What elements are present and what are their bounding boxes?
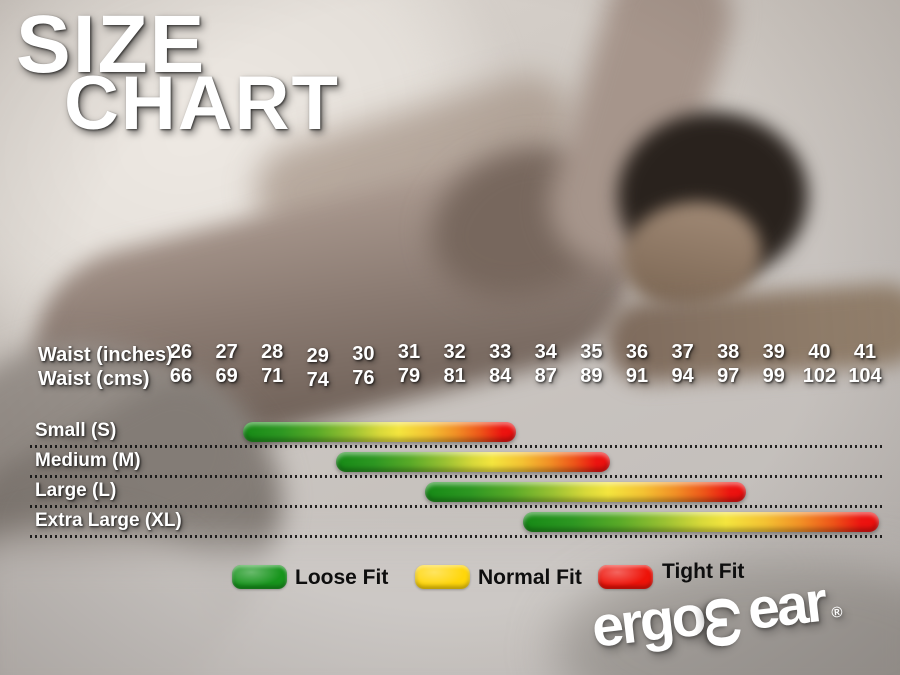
waist-cms-label: Waist (cms) xyxy=(38,368,150,390)
size-row-label: Large (L) xyxy=(35,480,117,501)
waist-inch-value: 26 xyxy=(169,341,193,363)
waist-inch-value: 28 xyxy=(261,341,284,363)
waist-cm-value: 104 xyxy=(848,365,882,387)
waist-cm-value: 79 xyxy=(397,365,421,387)
waist-cm-value: 94 xyxy=(671,365,694,387)
waist-inch-value: 39 xyxy=(762,341,785,363)
size-range-bar xyxy=(424,482,747,502)
waist-inch-value: 29 xyxy=(306,345,329,367)
size-range-bar xyxy=(242,422,517,442)
title-word-chart: CHART xyxy=(64,61,340,146)
waist-inch-value: 27 xyxy=(215,341,238,363)
waist-cm-value: 81 xyxy=(443,365,466,387)
legend-swatch xyxy=(232,565,287,589)
waist-inch-value: 40 xyxy=(808,341,831,363)
waist-cm-value: 99 xyxy=(762,365,785,387)
row-separator-dotted-line xyxy=(30,505,885,508)
waist-inch-value: 30 xyxy=(352,343,375,365)
waist-inch-value: 37 xyxy=(671,341,694,363)
size-row-label: Extra Large (XL) xyxy=(35,510,182,531)
waist-cm-value: 74 xyxy=(306,369,329,391)
waist-inch-value: 34 xyxy=(534,341,557,363)
waist-inch-value: 38 xyxy=(717,341,740,363)
registered-trademark-icon: ® xyxy=(830,603,844,622)
waist-inch-value: 32 xyxy=(443,341,466,363)
legend-swatch xyxy=(415,565,470,589)
waist-inch-value: 33 xyxy=(489,341,512,363)
waist-cm-value: 84 xyxy=(489,365,512,387)
row-separator-dotted-line xyxy=(30,445,885,448)
logo-omega-glyph: ω xyxy=(691,594,763,647)
waist-cm-value: 97 xyxy=(717,365,740,387)
size-range-bar xyxy=(523,512,879,532)
legend-label: Loose Fit xyxy=(295,566,389,589)
size-row-label: Medium (M) xyxy=(35,450,141,471)
row-separator-dotted-line xyxy=(30,535,885,538)
waist-inch-value: 36 xyxy=(625,341,649,363)
waist-cm-value: 76 xyxy=(352,367,375,389)
waist-cm-value: 87 xyxy=(534,365,557,387)
legend-swatch xyxy=(598,565,653,589)
waist-inches-label: Waist (inches) xyxy=(38,344,173,366)
legend-label: Normal Fit xyxy=(478,566,582,589)
size-row-label: Small (S) xyxy=(35,420,117,441)
size-range-bar xyxy=(336,452,610,472)
waist-cm-value: 91 xyxy=(625,365,649,387)
waist-cm-value: 89 xyxy=(580,365,603,387)
logo-text-ergo: ergo xyxy=(588,583,707,660)
waist-cm-value: 102 xyxy=(802,365,837,387)
waist-inch-value: 41 xyxy=(853,341,877,363)
row-separator-dotted-line xyxy=(30,475,885,478)
waist-cm-value: 71 xyxy=(261,365,284,387)
waist-cm-value: 69 xyxy=(215,365,238,387)
waist-inch-value: 31 xyxy=(397,341,421,363)
waist-cm-value: 66 xyxy=(169,365,193,387)
waist-inch-value: 35 xyxy=(580,341,603,363)
